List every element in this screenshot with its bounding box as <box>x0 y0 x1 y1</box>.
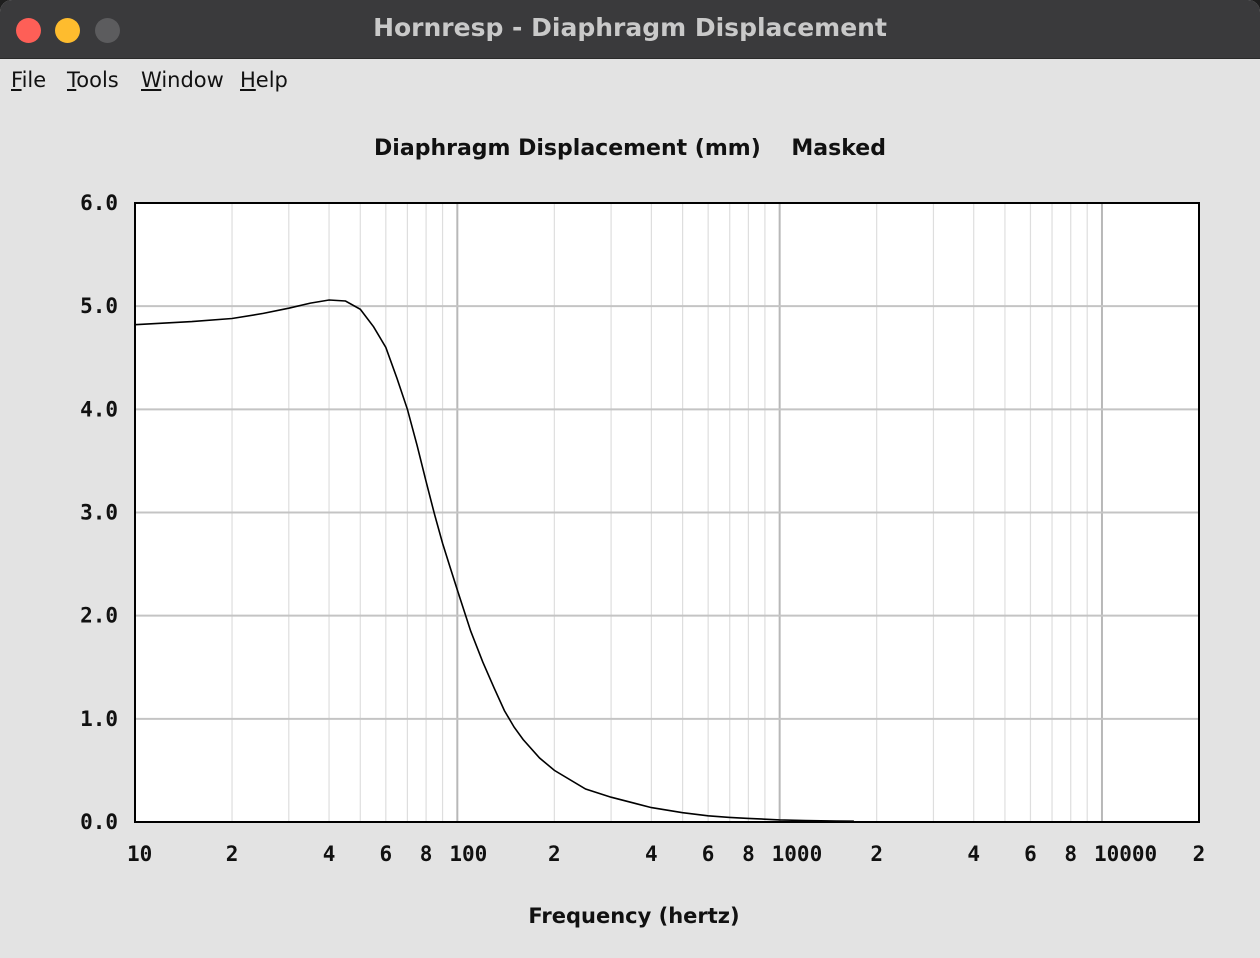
plot-frame <box>134 202 1200 823</box>
menu-help-label: elp <box>255 68 288 92</box>
menu-tools-label: ools <box>76 68 119 92</box>
grid-lines <box>135 203 1199 822</box>
y-tick-label: 5.0 <box>80 294 118 318</box>
title-bar[interactable]: Hornresp - Diaphragm Displacement <box>0 0 1260 59</box>
y-tick-label: 3.0 <box>80 501 118 525</box>
close-window-button[interactable] <box>16 18 41 43</box>
x-tick-label: 2 <box>1193 842 1206 866</box>
y-tick-label: 2.0 <box>80 604 118 628</box>
displacement-curve <box>134 299 854 822</box>
chart-title: Diaphragm Displacement (mm) Masked <box>374 136 886 161</box>
window-title: Hornresp - Diaphragm Displacement <box>373 13 887 42</box>
zoom-window-button[interactable] <box>95 18 120 43</box>
menu-bar: File Tools Window Help <box>0 59 1260 101</box>
x-tick-label: 6 <box>379 842 392 866</box>
x-tick-label: 4 <box>967 842 980 866</box>
x-tick-label: 8 <box>420 842 433 866</box>
x-tick-label: 10000 <box>1094 842 1157 866</box>
y-tick-label: 1.0 <box>80 707 118 731</box>
displacement-chart: 0.0 1.0 2.0 3.0 4.0 5.0 6.0 10 2 4 6 8 100 2 4 6 8 1000 2… <box>80 191 1205 928</box>
x-tick-label: 4 <box>323 842 336 866</box>
menu-file-label: ile <box>21 68 47 92</box>
menu-window[interactable]: Window <box>141 68 224 92</box>
x-tick-label: 2 <box>548 842 561 866</box>
x-tick-label: 6 <box>702 842 715 866</box>
menu-tools[interactable]: Tools <box>67 68 119 92</box>
x-tick-label: 8 <box>1064 842 1077 866</box>
menu-file[interactable]: File <box>11 68 46 92</box>
menu-window-label: indow <box>161 68 224 92</box>
x-tick-label: 4 <box>645 842 658 866</box>
x-tick-label: 6 <box>1024 842 1037 866</box>
x-tick-label: 8 <box>742 842 755 866</box>
menu-file-mnemonic: F <box>11 68 22 92</box>
x-tick-label: 2 <box>870 842 883 866</box>
x-tick-label: 100 <box>449 842 487 866</box>
menu-tools-mnemonic: T <box>67 68 77 92</box>
minimize-window-button[interactable] <box>55 18 80 43</box>
menu-window-mnemonic: W <box>141 68 162 92</box>
y-tick-label: 0.0 <box>80 810 118 834</box>
x-tick-label: 1000 <box>772 842 823 866</box>
x-axis-ticks: 10 2 4 6 8 100 2 4 6 8 1000 2 4 6 8 10000 2 <box>127 842 1205 866</box>
y-axis-ticks: 0.0 1.0 2.0 3.0 4.0 5.0 6.0 <box>80 191 118 834</box>
x-tick-label: 10 <box>127 842 152 866</box>
menu-help[interactable]: Help <box>240 68 288 92</box>
x-tick-label: 2 <box>226 842 239 866</box>
y-tick-label: 4.0 <box>80 397 118 421</box>
x-axis-label: Frequency (hertz) <box>528 904 739 928</box>
menu-help-mnemonic: H <box>240 68 256 92</box>
y-tick-label: 6.0 <box>80 191 118 215</box>
